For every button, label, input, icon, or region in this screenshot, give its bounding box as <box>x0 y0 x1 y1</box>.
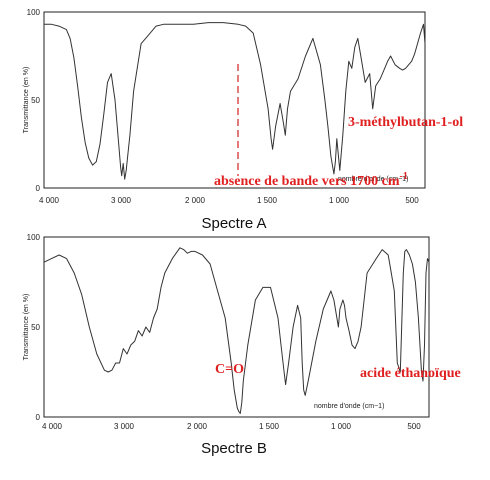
spectrum-b-ytick-0: 0 <box>36 413 41 422</box>
spectrum-a-xtick-2000: 2 000 <box>185 196 206 205</box>
spectrum-b-ytick-50: 50 <box>31 323 40 332</box>
spectrum-a-xtick-1500: 1 500 <box>257 196 278 205</box>
spectrum-a-caption: Spectre A <box>201 215 266 232</box>
spectrum-a-xtick-500: 500 <box>405 196 419 205</box>
spectrum-b-plot-frame <box>43 236 430 418</box>
spectrum-a-ytick-100: 100 <box>27 8 41 17</box>
spectrum-b-xtick-4000: 4 000 <box>42 422 63 431</box>
spectrum-a-ytick-50: 50 <box>31 96 40 105</box>
spectrum-b-caption: Spectre B <box>201 440 267 457</box>
spectrum-b-xtick-1500: 1 500 <box>259 422 280 431</box>
no-band-annotation-main: absence de bande vers 1700 cm <box>214 174 400 189</box>
spectrum-a-panel: Transmittance (en %) 100 50 0 4 000 3 00… <box>23 8 463 232</box>
spectrum-a-xtick-3000: 3 000 <box>111 196 132 205</box>
spectrum-a-xtick-1000: 1 000 <box>329 196 350 205</box>
molecule-label-b: acide éthanoïque <box>360 366 461 381</box>
spectrum-a-xtick-4000: 4 000 <box>39 196 60 205</box>
spectrum-a-plot-frame <box>43 11 426 189</box>
spectrum-a-xlabel: nombre d'onde (cm−1) <box>338 176 408 183</box>
spectrum-b-ytick-100: 100 <box>27 233 41 242</box>
carbonyl-label: C=O <box>215 362 244 377</box>
spectrum-a-line <box>44 22 426 180</box>
spectrum-a-ytick-0: 0 <box>36 184 41 193</box>
no-band-annotation: absence de bande vers 1700 cm-1 <box>214 171 408 189</box>
spectrum-b-panel: Transmittance (en %) 100 50 0 4 000 3 00… <box>23 233 461 457</box>
spectrum-b-xtick-500: 500 <box>407 422 421 431</box>
no-band-annotation-exponent: -1 <box>400 171 408 182</box>
spectrum-b-xtick-3000: 3 000 <box>114 422 135 431</box>
spectrum-b-ylabel: Transmittance (en %) <box>23 294 30 361</box>
spectrum-b-xlabel: nombre d'onde (cm−1) <box>314 403 384 410</box>
spectrum-b-xtick-1000: 1 000 <box>331 422 352 431</box>
spectrum-a-ylabel: Transmittance (en %) <box>23 67 30 134</box>
molecule-label-a: 3-méthylbutan-1-ol <box>348 115 463 130</box>
spectrum-b-line <box>43 247 430 414</box>
spectrum-b-xtick-2000: 2 000 <box>187 422 208 431</box>
